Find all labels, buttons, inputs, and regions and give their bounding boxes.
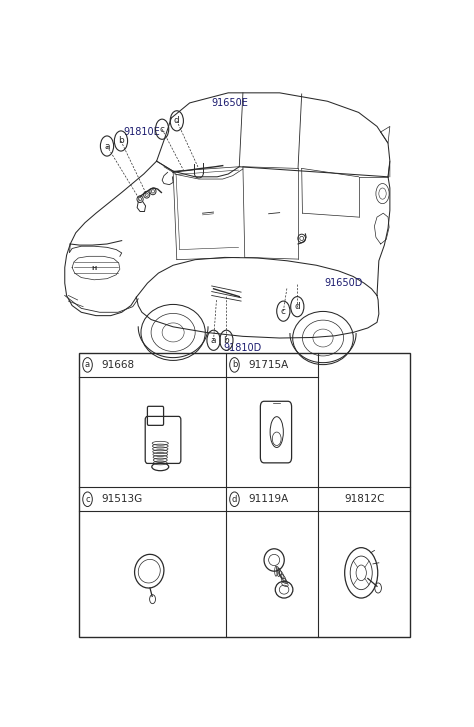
Text: 91810D: 91810D [224, 342, 262, 353]
Text: 91650E: 91650E [211, 98, 248, 108]
Text: c: c [85, 495, 90, 504]
Text: d: d [174, 116, 180, 125]
Text: b: b [224, 336, 229, 345]
Text: c: c [281, 307, 286, 316]
Text: c: c [160, 125, 164, 134]
Text: 91715A: 91715A [248, 360, 289, 370]
Text: 91810E: 91810E [124, 127, 160, 137]
Text: d: d [294, 302, 300, 311]
Text: 91668: 91668 [101, 360, 135, 370]
Text: 91650D: 91650D [325, 278, 363, 288]
Text: 91119A: 91119A [248, 494, 289, 505]
Text: b: b [232, 361, 237, 369]
Text: 91513G: 91513G [101, 494, 143, 505]
Text: a: a [85, 361, 90, 369]
Text: a: a [211, 336, 216, 345]
Text: d: d [232, 495, 237, 504]
Text: 91812C: 91812C [344, 494, 384, 505]
Text: H: H [91, 265, 97, 270]
Text: b: b [118, 137, 124, 145]
Bar [80, 353, 410, 637]
Text: a: a [104, 142, 110, 150]
